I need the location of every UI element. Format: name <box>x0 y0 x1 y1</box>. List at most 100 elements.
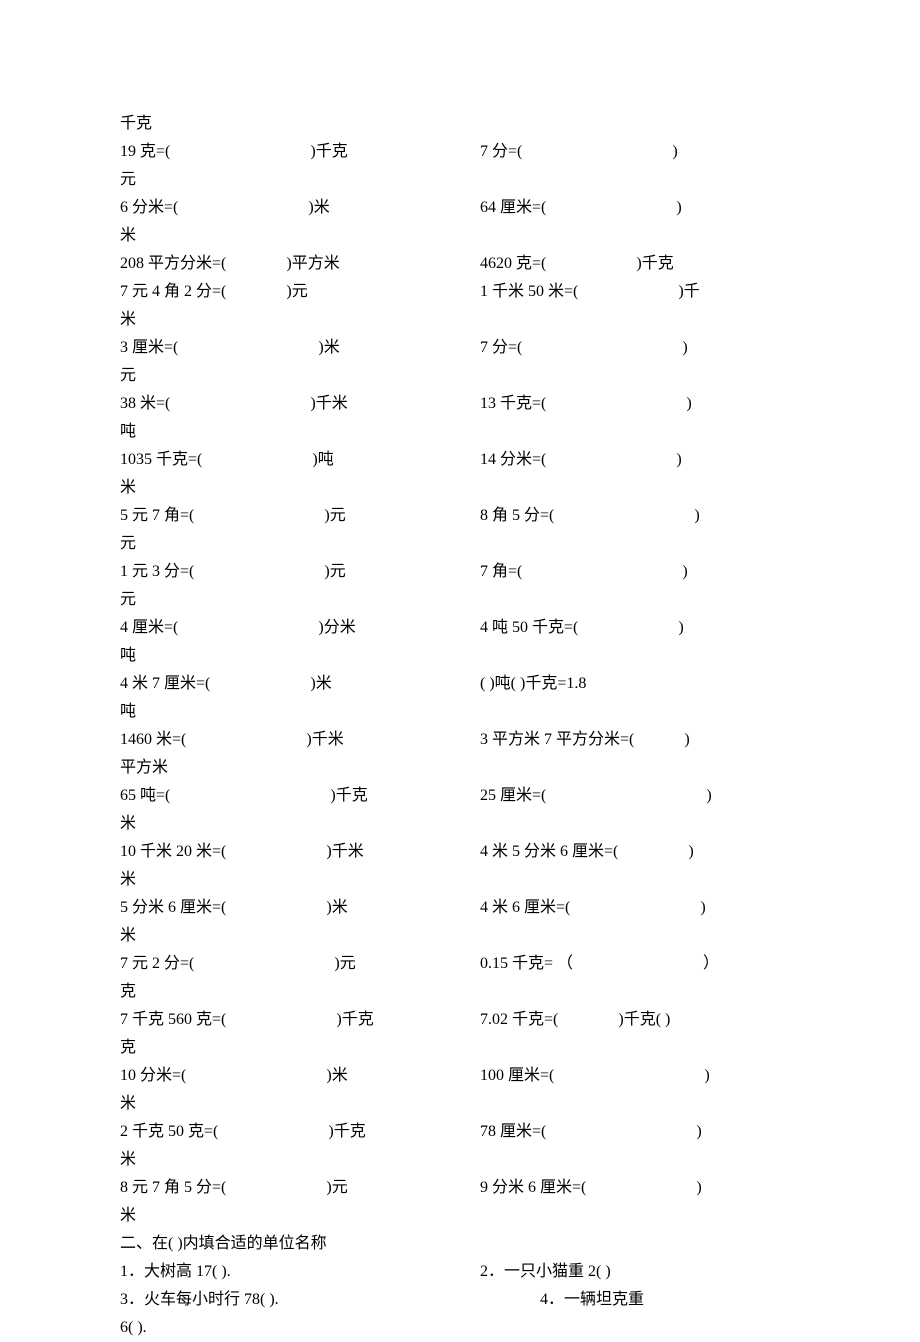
conversion-suffix: ) <box>706 787 711 804</box>
conversion-prefix: 7 角=( <box>480 563 522 580</box>
conversion-prefix: 4 米 5 分米 6 厘米=( <box>480 843 618 860</box>
section-2-title: 二、在( )内填合适的单位名称 <box>120 1230 800 1258</box>
conversion-prefix: 7 元 4 角 2 分=( <box>120 283 226 300</box>
conversion-item-right: 8 角 5 分=() <box>480 502 800 530</box>
wrap-unit-line: 米 <box>120 474 800 502</box>
wrap-unit-line: 米 <box>120 922 800 950</box>
conversion-suffix: ) <box>676 451 681 468</box>
conversion-suffix: )吨 <box>312 451 333 468</box>
question-1: 1．大树高 17( ). <box>120 1258 480 1286</box>
conversion-item-left: 65 吨=()千克 <box>120 782 480 810</box>
conversion-suffix: )米 <box>310 675 331 692</box>
conversion-suffix: ） <box>703 955 719 972</box>
conversion-prefix: 8 元 7 角 5 分=( <box>120 1179 226 1196</box>
conversion-suffix: )分米 <box>318 619 355 636</box>
conversion-prefix: 1 千米 50 米=( <box>480 283 578 300</box>
conversion-suffix: ) <box>672 143 677 160</box>
conversion-prefix: 10 千米 20 米=( <box>120 843 226 860</box>
conversion-item-left: 19 克=( )千克 <box>120 138 480 166</box>
conversion-prefix: 1035 千克=( <box>120 451 202 468</box>
conversion-item-left: 5 元 7 角=()元 <box>120 502 480 530</box>
conversion-suffix: ) <box>704 1067 709 1084</box>
conversion-item-right: 1 千米 50 米=( )千 <box>480 278 800 306</box>
wrap-unit-line: 米 <box>120 1090 800 1118</box>
conversion-item-right: 64 厘米=() <box>480 194 800 222</box>
conversion-suffix: )千米 <box>326 843 363 860</box>
conversion-item-right: 9 分米 6 厘米=() <box>480 1174 800 1202</box>
conversion-prefix: 19 克=( <box>120 143 170 160</box>
conversion-suffix: ) <box>682 339 687 356</box>
conversion-prefix: 4 米 6 厘米=( <box>480 899 570 916</box>
conversion-suffix: )千 <box>678 283 699 300</box>
conversion-item-left: 5 分米 6 厘米=( )米 <box>120 894 480 922</box>
conversion-item-left: 4 米 7 厘米=()米 <box>120 670 480 698</box>
conversion-prefix: 5 分米 6 厘米=( <box>120 899 226 916</box>
conversion-item-left: 1 元 3 分=()元 <box>120 558 480 586</box>
wrap-unit-line: 元 <box>120 530 800 558</box>
wrap-unit-line: 千克 <box>120 110 800 138</box>
wrap-unit-line: 克 <box>120 978 800 1006</box>
wrap-unit-line: 吨 <box>120 698 800 726</box>
conversion-prefix: 3 厘米=( <box>120 339 178 356</box>
conversion-prefix: 13 千克=( <box>480 395 546 412</box>
wrap-unit-line: 米 <box>120 1146 800 1174</box>
conversion-prefix: 4620 克=( <box>480 255 546 272</box>
conversion-prefix: 1460 米=( <box>120 731 186 748</box>
conversion-suffix: )千克 <box>328 1123 365 1140</box>
conversion-prefix: 9 分米 6 厘米=( <box>480 1179 586 1196</box>
conversion-prefix: 8 角 5 分=( <box>480 507 554 524</box>
conversion-prefix: 0.15 千克= （ <box>480 955 573 972</box>
conversion-prefix: 208 平方分米=( <box>120 255 226 272</box>
conversion-prefix: 7.02 千克=( <box>480 1011 558 1028</box>
wrap-unit-line: 元 <box>120 586 800 614</box>
conversion-prefix: 7 分=( <box>480 143 522 160</box>
conversion-item-right: 7 角=() <box>480 558 800 586</box>
conversion-item-left: 4 厘米=( )分米 <box>120 614 480 642</box>
conversion-prefix: 6 分米=( <box>120 199 178 216</box>
section-2: 二、在( )内填合适的单位名称 1．大树高 17( ). 2．一只小猫重 2( … <box>120 1230 920 1342</box>
conversion-suffix: ) <box>694 507 699 524</box>
conversion-prefix: 4 厘米=( <box>120 619 178 636</box>
conversion-item-right: 14 分米=() <box>480 446 800 474</box>
conversion-prefix: 7 元 2 分=( <box>120 955 194 972</box>
wrap-unit-line: 吨 <box>120 418 800 446</box>
question-4: 4．一辆坦克重 <box>540 1286 800 1314</box>
conversion-prefix: 10 分米=( <box>120 1067 186 1084</box>
conversion-prefix: 14 分米=( <box>480 451 546 468</box>
conversion-item-left: 38 米=( )千米 <box>120 390 480 418</box>
wrap-unit-line: 米 <box>120 810 800 838</box>
conversion-item-right: 4 吨 50 千克=() <box>480 614 800 642</box>
wrap-unit-line: 米 <box>120 306 800 334</box>
conversion-prefix: 64 厘米=( <box>480 199 546 216</box>
conversion-suffix: ) <box>678 619 683 636</box>
wrap-unit-line: 米 <box>120 866 800 894</box>
question-4b: 6( ). <box>120 1314 800 1342</box>
wrap-unit-line: 元 <box>120 362 800 390</box>
wrap-unit-line: 米 <box>120 222 800 250</box>
conversion-item-right: 78 厘米=() <box>480 1118 800 1146</box>
conversion-item-left: 1035 千克=( )吨 <box>120 446 480 474</box>
conversion-prefix: 3 平方米 7 平方分米=( <box>480 731 634 748</box>
conversion-item-right: 25 厘米=() <box>480 782 800 810</box>
conversion-item-right: 7 分=() <box>480 334 800 362</box>
conversion-suffix: )千米 <box>310 395 347 412</box>
conversion-item-left: 7 千克 560 克=()千克 <box>120 1006 480 1034</box>
conversion-item-right: 7.02 千克=( )千克( ) <box>480 1006 800 1034</box>
wrap-unit-line: 元 <box>120 166 800 194</box>
conversion-prefix: 100 厘米=( <box>480 1067 554 1084</box>
conversion-prefix: 5 元 7 角=( <box>120 507 194 524</box>
conversion-suffix: )千克( ) <box>618 1011 670 1028</box>
wrap-unit-line: 米 <box>120 1202 800 1230</box>
conversion-prefix: 78 厘米=( <box>480 1123 546 1140</box>
conversion-item-left: 10 千米 20 米=( )千米 <box>120 838 480 866</box>
conversion-suffix: )米 <box>326 899 347 916</box>
conversion-suffix: )千克 <box>336 1011 373 1028</box>
conversion-suffix: )平方米 <box>286 255 339 272</box>
conversion-suffix: )千克 <box>330 787 367 804</box>
wrap-unit-line: 吨 <box>120 642 800 670</box>
conversion-suffix: )千米 <box>306 731 343 748</box>
conversion-prefix: 38 米=( <box>120 395 170 412</box>
conversion-suffix: ) <box>686 395 691 412</box>
wrap-unit-line: 克 <box>120 1034 800 1062</box>
conversion-suffix: )千克 <box>310 143 347 160</box>
